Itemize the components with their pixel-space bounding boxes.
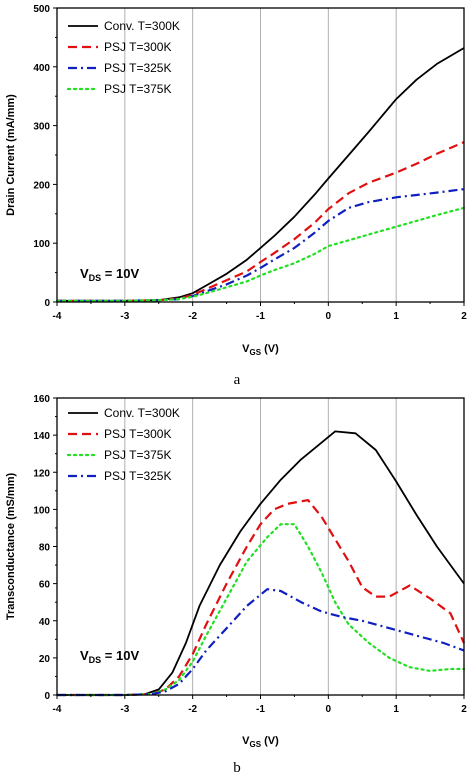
legend-label-1: Conv. T=300K <box>104 19 180 33</box>
series-line-2 <box>57 141 465 302</box>
y-tick-label: 120 <box>33 468 50 479</box>
y-tick-label: 300 <box>33 122 50 133</box>
y-tick-label: 100 <box>33 239 50 250</box>
y-tick-label: 140 <box>33 431 50 442</box>
y-tick-label: 500 <box>33 4 50 15</box>
y-tick-label: 0 <box>44 691 50 702</box>
legend-label-1: Conv. T=300K <box>104 406 180 420</box>
chart-panel-a: -4 -3 -2 -1 0 1 2 0 100 200 300 400 500 VGS (V) Drain … <box>5 4 467 388</box>
series-line-4 <box>57 588 465 697</box>
legend-label-4: PSJ T=375K <box>104 82 172 96</box>
legend-label-2: PSJ T=300K <box>104 427 172 441</box>
x-tick-label: 0 <box>326 704 332 715</box>
y-tick-label: 200 <box>33 180 50 191</box>
x-tick-label: -1 <box>256 704 265 715</box>
x-tick-label: 1 <box>393 311 399 322</box>
y-tick-label: 0 <box>44 298 50 309</box>
y-tick-label: 80 <box>39 543 51 554</box>
x-tick-label: 2 <box>461 704 467 715</box>
x-tick-label: -2 <box>188 704 197 715</box>
series-line-2 <box>57 499 466 697</box>
y-axis-label: Drain Current (mA/mm) <box>5 94 17 216</box>
x-tick-label: -3 <box>120 311 129 322</box>
x-tick-label: -4 <box>53 704 62 715</box>
x-tick-label: 1 <box>393 704 399 715</box>
legend-label-2: PSJ T=300K <box>104 40 172 54</box>
x-tick-label: 2 <box>461 311 467 322</box>
legend-label-4: PSJ T=325K <box>104 469 172 483</box>
series-line-1 <box>57 430 465 696</box>
legend-label-3: PSJ T=375K <box>104 448 172 462</box>
y-tick-label: 40 <box>39 617 51 628</box>
series-line-4 <box>55 206 466 302</box>
x-tick-label: -4 <box>53 311 62 322</box>
vds-annotation: VDS = 10V <box>80 266 139 283</box>
series-line-3 <box>55 523 466 697</box>
y-tick-label: 100 <box>33 505 50 516</box>
y-tick-label: 60 <box>39 580 51 591</box>
x-axis-label: VGS (V) <box>242 343 279 357</box>
legend-label-3: PSJ T=325K <box>104 61 172 75</box>
x-tick-label: 0 <box>326 311 332 322</box>
x-tick-label: -3 <box>120 704 129 715</box>
y-tick-label: 400 <box>33 63 50 74</box>
vds-annotation: VDS = 10V <box>80 648 139 665</box>
x-axis-label: VGS (V) <box>242 735 279 749</box>
y-tick-label: 20 <box>39 654 51 665</box>
x-tick-label: -2 <box>188 311 197 322</box>
panel-caption: a <box>234 372 241 388</box>
y-axis-label: Transconductance (mS/mm) <box>5 473 17 621</box>
panel-caption: b <box>233 760 241 775</box>
series-line-1 <box>57 47 465 302</box>
y-tick-label: 160 <box>33 394 50 405</box>
x-tick-label: -1 <box>256 311 265 322</box>
